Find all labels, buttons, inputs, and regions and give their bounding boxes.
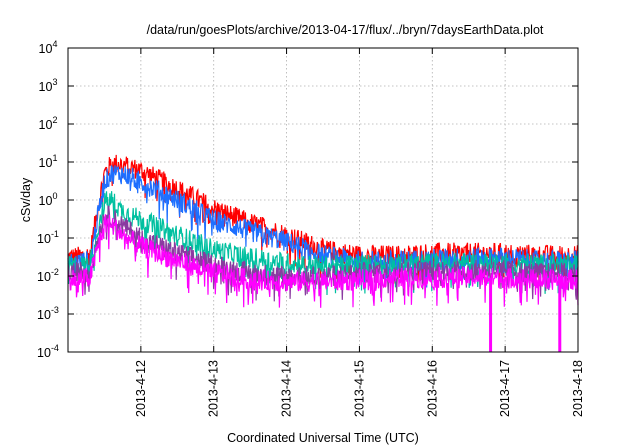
tick-group: 10-4 10-3 10-2 10-1 100 101 102 103 104 2013-4-12… — [37, 39, 585, 417]
x-tick-label: 2013-4-14 — [280, 360, 294, 417]
x-axis-label: Coordinated Universal Time (UTC) — [227, 431, 419, 445]
x-tick-label: 2013-4-18 — [571, 360, 585, 417]
y-tick-label: 10-3 — [37, 305, 59, 322]
x-tick-label: 2013-4-16 — [425, 360, 439, 417]
series-line — [67, 214, 579, 308]
x-tick-label: 2013-4-17 — [498, 360, 512, 417]
y-tick-label: 10-4 — [37, 343, 59, 360]
y-tick-label: 10-1 — [37, 229, 59, 246]
x-tick-label: 2013-4-13 — [207, 360, 221, 417]
y-tick-label: 10-2 — [37, 267, 59, 284]
y-tick-label: 104 — [39, 39, 58, 56]
series-group — [67, 154, 579, 352]
y-tick-label: 100 — [39, 191, 58, 208]
y-tick-label: 102 — [39, 115, 58, 132]
y-tick-label: 101 — [39, 153, 58, 170]
series-line — [67, 205, 579, 303]
y-tick-label: 103 — [39, 77, 58, 94]
x-tick-label: 2013-4-12 — [134, 360, 148, 417]
chart-title: /data/run/goesPlots/archive/2013-04-17/f… — [147, 23, 544, 37]
x-tick-label: 2013-4-15 — [352, 360, 366, 417]
y-axis-label: cSv/day — [19, 177, 33, 222]
grid — [68, 48, 578, 352]
